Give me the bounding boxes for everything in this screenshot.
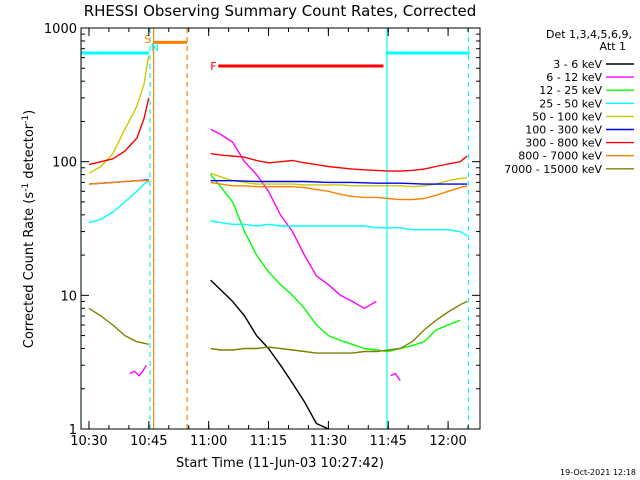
legend-label: 100 - 300 keV xyxy=(525,124,602,137)
y-tick-label: 100 xyxy=(52,156,77,171)
x-axis-label: Start Time (11-Jun-03 10:27:42) xyxy=(176,456,384,471)
x-tick-label: 10:45 xyxy=(130,434,167,449)
y-axis-ticks: 1 10 100 1000 xyxy=(44,22,480,438)
series-line-2 xyxy=(210,174,461,353)
flag-label: S xyxy=(144,33,151,46)
flag-bars: SN F xyxy=(81,33,470,73)
series-line-6 xyxy=(88,97,468,172)
legend-label: 3 - 6 keV xyxy=(553,58,602,71)
series-line-4 xyxy=(88,55,468,188)
legend-header-line2: Att 1 xyxy=(600,40,626,53)
plot-frame xyxy=(80,27,481,430)
y-tick-label: 1000 xyxy=(44,22,77,37)
legend-label: 50 - 100 keV xyxy=(532,110,602,123)
series-line-1 xyxy=(129,128,401,381)
legend-label: 6 - 12 keV xyxy=(546,71,602,84)
y-axis-label: Corrected Count Rate (s-1 detector-1) xyxy=(21,110,37,348)
footer-date: 19-Oct-2021 12:18 xyxy=(560,468,636,477)
legend-label: 300 - 800 keV xyxy=(525,137,602,150)
legend-label: 7000 - 15000 keV xyxy=(504,163,602,176)
series-lines xyxy=(88,55,468,429)
legend-label: 800 - 7000 keV xyxy=(518,150,602,163)
x-tick-label: 12:00 xyxy=(429,434,466,449)
flag-label: N xyxy=(151,41,159,54)
chart-title: RHESSI Observing Summary Count Rates, Co… xyxy=(84,2,477,20)
legend-header-line1: Det 1,3,4,5,6,9, xyxy=(546,28,632,41)
y-tick-label: 10 xyxy=(60,289,77,304)
flag-label: F xyxy=(210,60,216,73)
x-tick-label: 11:15 xyxy=(250,434,287,449)
x-tick-label: 10:30 xyxy=(70,434,107,449)
flag-vertical-lines xyxy=(81,28,470,429)
legend-label: 25 - 50 keV xyxy=(539,97,602,110)
series-line-0 xyxy=(210,279,329,429)
x-tick-label: 11:30 xyxy=(310,434,347,449)
x-axis-ticks: 10:30 10:45 11:00 11:15 11:30 11:45 12:00 xyxy=(70,28,469,449)
series-line-3 xyxy=(88,180,468,237)
series-line-8 xyxy=(88,300,468,354)
x-tick-label: 11:00 xyxy=(190,434,227,449)
y-tick-label: 1 xyxy=(69,423,77,438)
x-tick-label: 11:45 xyxy=(369,434,406,449)
series-line-7 xyxy=(88,180,468,201)
legend-label: 12 - 25 keV xyxy=(539,84,602,97)
